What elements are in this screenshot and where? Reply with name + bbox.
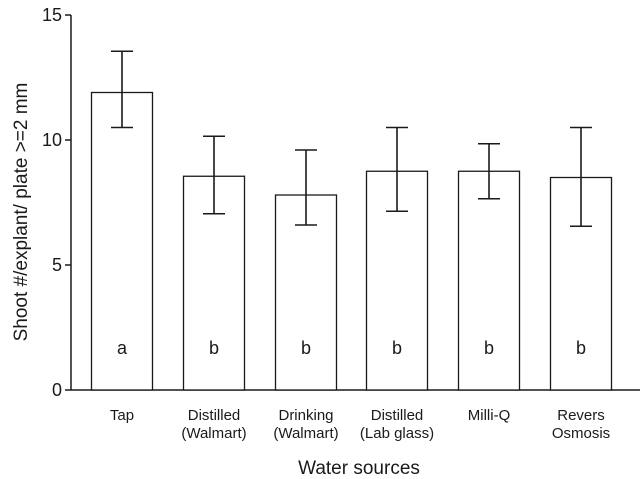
x-tick-label-line: Distilled: [188, 407, 241, 424]
error-bar: [570, 126, 592, 228]
bar: [274, 194, 338, 391]
error-bars: [111, 50, 592, 228]
y-axis-title: Shoot #/explant/ plate >=2 mm: [11, 83, 32, 342]
y-tick-label: 10: [42, 130, 62, 150]
x-tick-label-line: Milli-Q: [468, 407, 511, 424]
bars: [90, 91, 613, 391]
error-bar: [111, 50, 133, 129]
error-bar: [203, 135, 225, 215]
x-axis-title: Water sources: [298, 458, 420, 479]
significance-letter: b: [576, 338, 586, 358]
significance-letter: b: [392, 338, 402, 358]
y-axis-ticks: 0 5 10 15: [42, 5, 71, 400]
bar: [90, 91, 154, 391]
x-tick-label-line: Drinking: [278, 407, 333, 424]
bar: [457, 170, 521, 391]
x-tick-label-line: Tap: [110, 407, 134, 424]
x-tick-label-line: Osmosis: [552, 425, 610, 442]
significance-letter: b: [484, 338, 494, 358]
significance-letter: b: [209, 338, 219, 358]
x-tick-label: Distilled (Walmart): [181, 407, 246, 442]
x-tick-label-line: Distilled: [371, 407, 424, 424]
y-tick-label: 5: [52, 255, 62, 275]
x-tick-label-line: Revers: [557, 407, 605, 424]
x-axis-categories: Tap Distilled (Walmart)Drinking (Walmart)Di…: [110, 407, 610, 442]
error-bar: [386, 126, 408, 213]
x-tick-label: Revers Osmosis: [552, 407, 610, 442]
y-tick-label: 0: [52, 380, 62, 400]
error-bar: [478, 142, 500, 200]
x-tick-label-line: (Lab glass): [360, 425, 434, 442]
x-tick-label: Drinking (Walmart): [273, 407, 338, 442]
x-tick-label-line: (Walmart): [181, 425, 246, 442]
error-bar: [295, 149, 317, 226]
significance-letter: a: [117, 338, 128, 358]
axes: [70, 15, 640, 391]
x-tick-label: Milli-Q: [468, 407, 511, 424]
significance-letter: b: [301, 338, 311, 358]
y-tick-label: 15: [42, 5, 62, 25]
x-tick-label: Distilled (Lab glass): [360, 407, 434, 442]
x-tick-label: Tap: [110, 407, 134, 424]
x-tick-label-line: (Walmart): [273, 425, 338, 442]
